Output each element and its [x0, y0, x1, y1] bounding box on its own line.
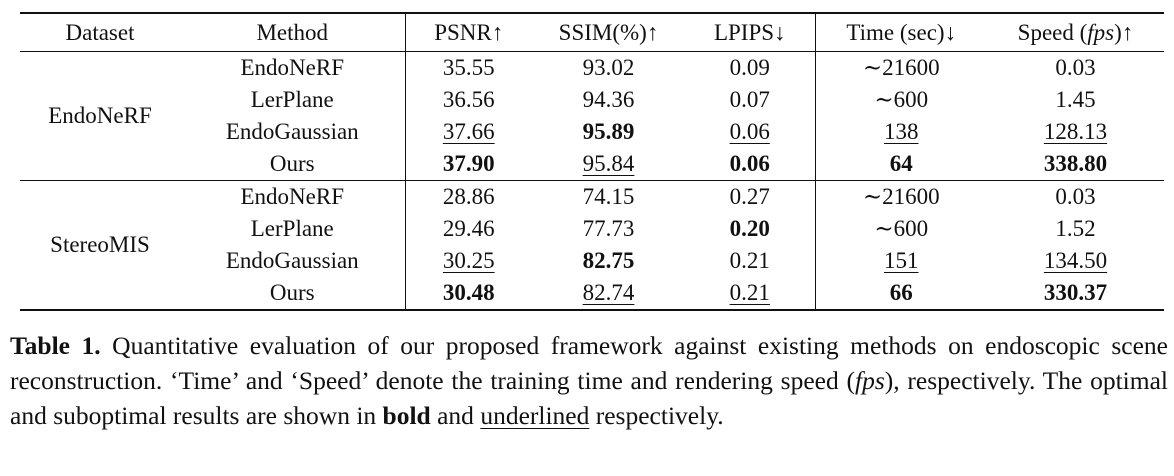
ssim-cell: 94.36 — [582, 87, 635, 112]
lpips-cell: 0.09 — [685, 51, 816, 84]
speed-cell: 0.03 — [1055, 55, 1096, 80]
speed-cell: 330.37 — [1043, 280, 1108, 305]
psnr-value: 30.25 — [442, 248, 495, 273]
header-ssim: SSIM(%)↑ — [532, 13, 685, 52]
psnr-value: 37.66 — [442, 119, 495, 144]
time-cell: ∼600 — [874, 216, 929, 241]
header-speed-fps: fps — [1087, 20, 1115, 45]
method-cell: EndoGaussian — [180, 116, 406, 148]
caption-text: respectively. — [589, 401, 724, 430]
lpips-cell: 0.21 — [685, 245, 816, 277]
time-cell: ∼21600 — [862, 184, 940, 209]
lpips-cell: 0.27 — [685, 180, 816, 213]
time-cell: 151 — [815, 245, 987, 277]
table-row: StereoMIS EndoNeRF 28.86 74.15 0.27 ∼216… — [20, 180, 1164, 257]
ssim-cell: 82.75 — [582, 248, 635, 273]
time-cell: 64 — [815, 148, 987, 181]
caption-text: ), respectively. The optimal and subopti… — [10, 366, 1169, 430]
psnr-cell: 28.86 — [442, 184, 495, 209]
header-dataset: Dataset — [20, 13, 180, 52]
ssim-cell: 82.74 — [532, 277, 685, 310]
table-row: LerPlane 36.56 94.36 0.07 ∼600 1.45 — [20, 84, 1164, 116]
method-cell: LerPlane — [180, 84, 406, 116]
dataset-cell-endonerf: EndoNeRF — [20, 51, 180, 181]
table-row: Ours 30.48 82.74 0.21 66 330.37 — [20, 277, 1164, 310]
table-caption: Table 1. Quantitative evaluation of our … — [10, 328, 1168, 433]
header-speed: Speed (fps)↑ — [987, 13, 1164, 52]
header-method: Method — [180, 13, 406, 52]
caption-fps: fps — [855, 366, 885, 395]
results-table-container: Dataset Method PSNR↑ SSIM(%)↑ LPIPS↓ Tim… — [20, 12, 1164, 311]
time-value: 151 — [884, 248, 919, 273]
speed-value: 134.50 — [1043, 248, 1108, 273]
psnr-cell: 36.56 — [442, 87, 495, 112]
lpips-cell: 0.06 — [685, 148, 816, 181]
table-row: EndoGaussian 30.25 82.75 0.21 151 134.50 — [20, 245, 1164, 277]
speed-cell: 134.50 — [987, 245, 1164, 277]
ssim-value: 82.74 — [582, 280, 635, 305]
psnr-cell: 37.90 — [405, 148, 532, 181]
time-value: 138 — [884, 119, 919, 144]
speed-cell: 338.80 — [987, 148, 1164, 181]
time-cell: 66 — [889, 280, 913, 305]
dataset-cell-stereomis: StereoMIS — [50, 232, 150, 257]
results-table: Dataset Method PSNR↑ SSIM(%)↑ LPIPS↓ Tim… — [20, 12, 1164, 311]
speed-cell: 128.13 — [987, 116, 1164, 148]
table-row: LerPlane 29.46 77.73 0.20 ∼600 1.52 — [20, 213, 1164, 245]
time-cell: ∼21600 — [862, 55, 940, 80]
method-cell: EndoNeRF — [180, 180, 406, 213]
caption-text: and — [430, 401, 481, 430]
header-speed-suffix: )↑ — [1114, 20, 1134, 45]
lpips-cell: 0.21 — [685, 277, 816, 310]
caption-label: Table 1. — [10, 331, 101, 360]
psnr-cell: 30.48 — [442, 280, 495, 305]
header-lpips: LPIPS↓ — [685, 13, 816, 52]
speed-cell: 0.03 — [1055, 184, 1096, 209]
ssim-cell: 95.89 — [582, 119, 635, 144]
psnr-cell: 35.55 — [442, 55, 495, 80]
method-cell: EndoNeRF — [180, 51, 406, 84]
ssim-cell: 74.15 — [582, 184, 635, 209]
caption-text: Quantitative evaluation of our proposed … — [10, 331, 1168, 395]
ssim-cell: 95.84 — [532, 148, 685, 181]
header-speed-prefix: Speed ( — [1017, 20, 1088, 45]
psnr-cell: 37.66 — [405, 116, 532, 148]
speed-cell: 1.52 — [1055, 216, 1096, 241]
header-psnr: PSNR↑ — [405, 13, 532, 52]
method-cell: LerPlane — [180, 213, 406, 245]
caption-underlined-word: underlined — [480, 401, 590, 430]
lpips-cell: 0.20 — [685, 213, 816, 245]
method-cell: Ours — [180, 277, 406, 310]
method-cell: EndoGaussian — [180, 245, 406, 277]
speed-value: 128.13 — [1043, 119, 1108, 144]
ssim-value: 95.84 — [582, 151, 635, 176]
lpips-cell: 0.06 — [685, 116, 816, 148]
lpips-value: 0.21 — [729, 280, 770, 305]
ssim-cell: 77.73 — [582, 216, 635, 241]
method-cell: Ours — [180, 148, 406, 181]
time-cell: 138 — [815, 116, 987, 148]
lpips-cell: 0.07 — [685, 84, 816, 116]
psnr-cell: 30.25 — [405, 245, 532, 277]
caption-bold-word: bold — [382, 401, 431, 430]
table-row: EndoNeRF EndoNeRF 35.55 93.02 0.09 ∼2160… — [20, 51, 1164, 181]
table-header-row: Dataset Method PSNR↑ SSIM(%)↑ LPIPS↓ Tim… — [20, 13, 1164, 52]
table-row: EndoGaussian 37.66 95.89 0.06 138 128.13 — [20, 116, 1164, 148]
header-time: Time (sec)↓ — [815, 13, 987, 52]
ssim-cell: 93.02 — [582, 55, 635, 80]
psnr-cell: 29.46 — [442, 216, 495, 241]
time-cell: ∼600 — [874, 87, 929, 112]
table-row: Ours 37.90 95.84 0.06 64 338.80 — [20, 148, 1164, 181]
speed-cell: 1.45 — [1055, 87, 1096, 112]
lpips-value: 0.06 — [729, 119, 770, 144]
